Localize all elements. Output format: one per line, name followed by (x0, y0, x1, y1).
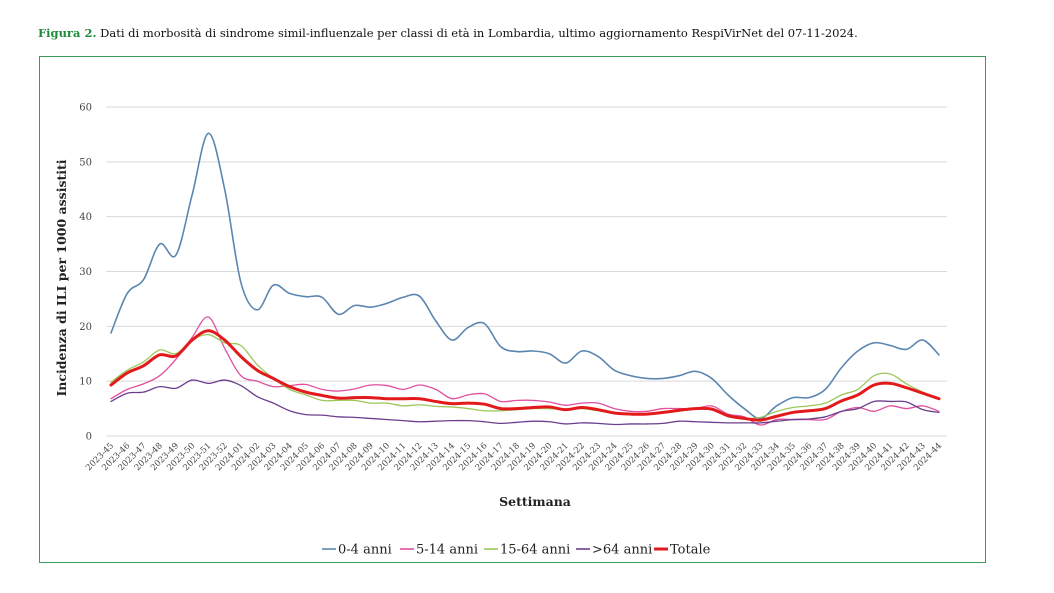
series-line-totale (109, 329, 941, 422)
legend-label-15-64-anni: 15-64 anni (500, 543, 570, 558)
legend-label-0-4-anni: 0-4 anni (338, 543, 392, 558)
y-tick-label: 10 (79, 377, 92, 388)
y-axis-title: Incidenza di ILI per 1000 assistiti (54, 159, 69, 396)
legend-label-totale: Totale (670, 543, 711, 558)
series-line-64-anni (110, 379, 940, 426)
chart-frame (39, 56, 986, 563)
caption-text: Dati di morbosità di sindrome simil-infl… (96, 26, 858, 40)
x-tick-labels: 2023-452023-462023-472023-482023-492023-… (84, 441, 944, 473)
y-tick-labels: 0 10 20 30 40 50 60 (79, 103, 92, 443)
series-line-15-64-anni (110, 333, 940, 420)
legend: 0-4 anni 5-14 anni 15-64 anni >64 anni Total… (322, 543, 711, 558)
y-tick-label: 40 (79, 212, 92, 223)
figure-caption: Figura 2. Dati di morbosità di sindrome … (38, 26, 858, 40)
legend-label-64-anni: >64 anni (592, 543, 652, 558)
y-tick-label: 20 (79, 322, 92, 333)
series-lines (109, 132, 941, 426)
y-tick-label: 60 (79, 103, 92, 114)
y-tick-label: 50 (79, 157, 92, 168)
gridlines (106, 106, 947, 437)
series-line-0-4-anni (110, 132, 940, 420)
legend-label-5-14-anni: 5-14 anni (416, 543, 478, 558)
x-axis-title: Settimana (499, 494, 571, 509)
y-tick-label: 0 (86, 432, 92, 443)
y-tick-label: 30 (79, 267, 92, 278)
figure-label: Figura 2. (38, 26, 97, 40)
